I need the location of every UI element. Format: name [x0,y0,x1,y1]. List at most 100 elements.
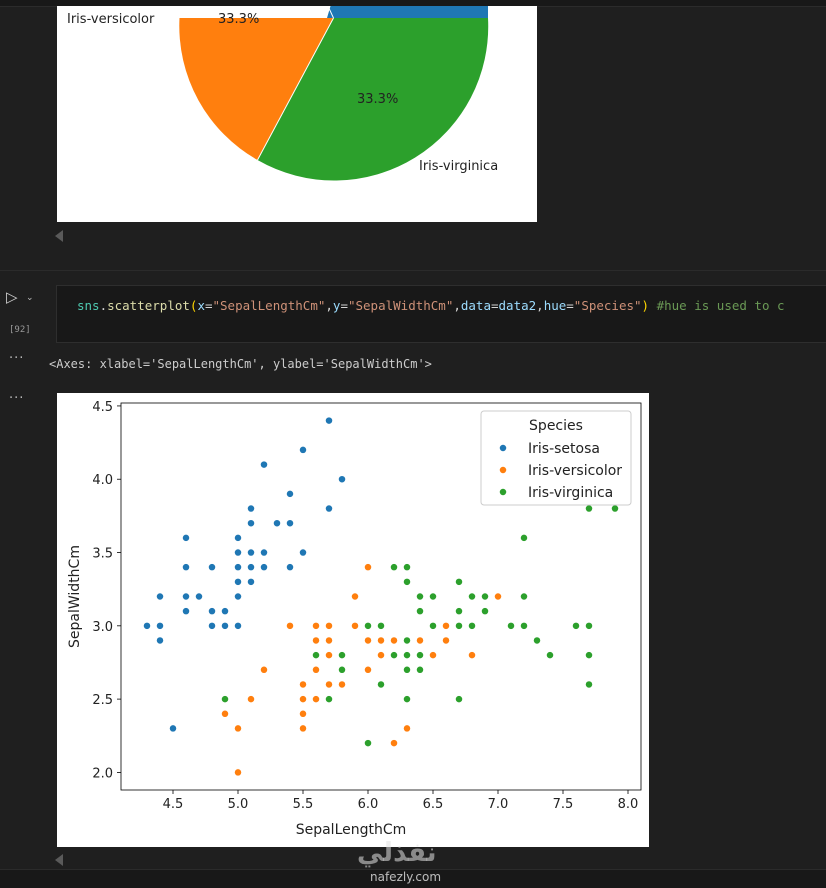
scatter-point [182,607,190,616]
code-token: scatterplot [107,298,190,313]
scatter-point [221,695,229,704]
scatter-plot-output: 4.5 5.0 5.5 6.0 6.5 7.0 7.5 8.0 2.0 2.5 3.0 3.5 4.0 4… [57,393,649,847]
scatter-point [572,621,580,630]
scatter-point [468,621,476,630]
y-tick-label: 2.5 [92,693,113,708]
watermark-logo: نفذلي [357,838,437,868]
code-token: = [204,298,213,313]
scatter-point [221,607,229,616]
scatter-point [377,636,385,645]
code-token: . [99,298,108,313]
scatter-point [390,651,398,660]
scatter-point [247,504,255,513]
scatter-point [208,563,216,572]
code-token: x [197,298,205,313]
scatter-point [260,665,268,674]
scatter-point [325,621,333,630]
scatter-point [390,563,398,572]
scatter-point [182,592,190,601]
scatter-point [481,607,489,616]
scatter-point [143,621,151,630]
scatter-point [390,739,398,748]
scatter-point [286,563,294,572]
scatter-point [403,563,411,572]
code-token: sns [77,298,100,313]
scatter-point [325,636,333,645]
scatter-point [403,651,411,660]
scatter-point [286,621,294,630]
scatter-point [429,651,437,660]
output-more-button[interactable]: ··· [9,351,25,366]
scatter-point [481,592,489,601]
pie-pct-versicolor: 33.3% [218,12,259,27]
scatter-point [416,636,424,645]
legend-marker [499,466,507,474]
scatter-point [299,548,307,557]
scatter-point [416,665,424,674]
scatter-point [208,607,216,616]
run-cell-button[interactable]: ▷ ⌄ [6,288,36,306]
scatter-point [546,651,554,660]
pie-slice-virginica [257,18,489,181]
scatter-point [442,621,450,630]
scatter-point [247,695,255,704]
scatter-point [585,651,593,660]
scatter-point [247,563,255,572]
scatter-point [364,665,372,674]
scatter-point [234,577,242,586]
scatter-point [299,680,307,689]
scatter-point [234,768,242,777]
code-editor[interactable]: sns.scatterplot(x="SepalLengthCm",y="Sep… [56,285,826,343]
scatter-point [520,621,528,630]
code-line: sns.scatterplot(x="SepalLengthCm",y="Sep… [77,298,785,313]
scatter-point [585,621,593,630]
scatter-point [286,519,294,528]
scatter-point [416,607,424,616]
output-more-button-2[interactable]: ··· [9,391,25,406]
pie-chart-output: Iris-versicolor 33.3% 33.3% Iris-virgini… [57,0,537,222]
scatter-point [455,695,463,704]
scatter-point [468,651,476,660]
y-tick-label: 4.5 [92,400,113,415]
scatter-point [234,592,242,601]
code-token: data [460,298,491,313]
scatter-point [221,709,229,718]
scatter-point [468,592,476,601]
code-token: "SepalLengthCm" [212,298,326,313]
scatter-point [286,489,294,498]
bottom-bar [0,869,826,888]
watermark-url: nafezly.com [370,870,442,884]
scatter-point [364,636,372,645]
scatter-point [377,621,385,630]
scatter-point [533,636,541,645]
pie-slice-versicolor [179,18,334,160]
y-tick-label: 3.0 [92,620,113,635]
scatter-point [377,680,385,689]
scatter-point [208,621,216,630]
cell-divider [0,270,826,271]
scatter-point [312,651,320,660]
code-token: hue [543,298,567,313]
scatter-point [416,592,424,601]
play-icon: ▷ [6,288,18,306]
x-tick-label: 8.0 [618,797,639,812]
scatter-point [585,504,593,513]
legend-label: Iris-virginica [528,485,613,501]
scatter-axes: 4.5 5.0 5.5 6.0 6.5 7.0 7.5 8.0 2.0 2.5 3.0 3.5 4.0 4… [67,400,642,838]
legend: Species Iris-setosa Iris-versicolor Iris-vi… [480,410,632,506]
y-tick-label: 2.0 [92,766,113,781]
plot-frame [120,402,642,791]
scatter-point [377,651,385,660]
chevron-down-icon[interactable]: ⌄ [26,293,34,303]
scatter-marks [143,416,619,777]
output-scroll-left-icon[interactable] [55,230,63,242]
output-scroll-left-icon-2[interactable] [55,854,63,866]
scatter-point [325,504,333,513]
scatter-point [156,636,164,645]
legend-marker [499,444,507,452]
scatter-point [403,665,411,674]
scatter-point [455,621,463,630]
scatter-point [156,621,164,630]
scatter-point [234,621,242,630]
y-tick-label: 4.0 [92,473,113,488]
